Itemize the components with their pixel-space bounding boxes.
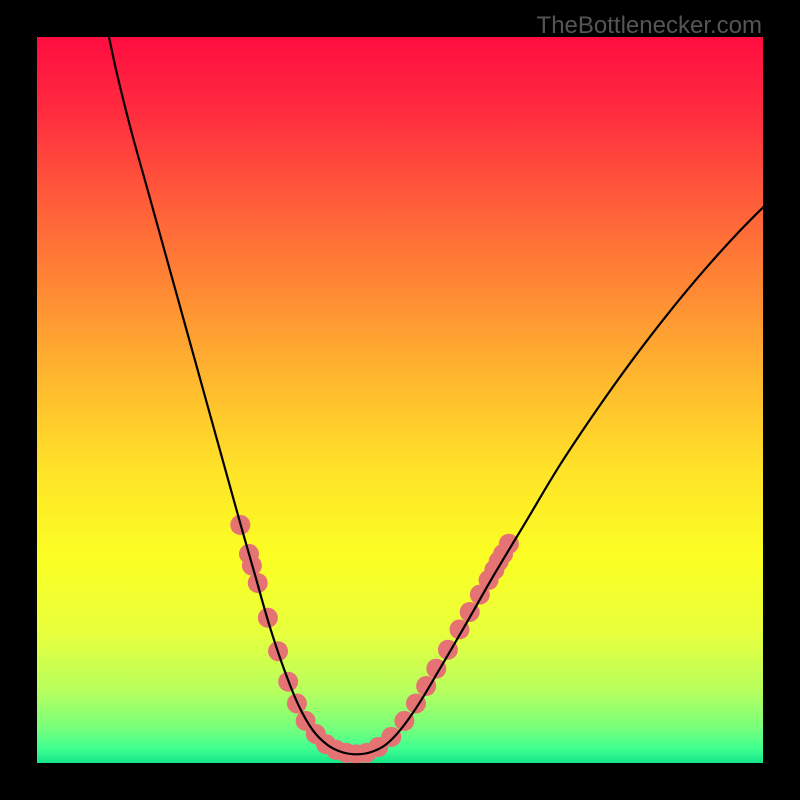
- highlight-dot: [381, 727, 401, 747]
- chart-overlay: [37, 37, 763, 763]
- watermark-text: TheBottlenecker.com: [537, 12, 762, 40]
- v-curve: [106, 37, 763, 754]
- plot-area: [37, 37, 763, 763]
